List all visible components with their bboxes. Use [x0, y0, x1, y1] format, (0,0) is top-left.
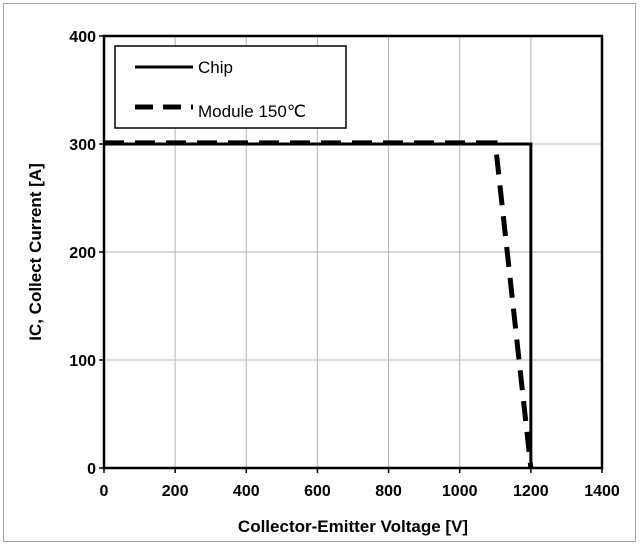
y-tick-label: 100	[69, 353, 96, 370]
legend-chip-label: Chip	[198, 58, 233, 77]
x-tick-label: 1400	[584, 483, 620, 500]
x-tick-label: 600	[304, 483, 331, 500]
tick-labels: 0 200 400 600 800 1000 1200 1400 0 100 200 300 400	[69, 29, 620, 500]
y-axis-title: IC, Collect Current [A]	[26, 163, 45, 341]
legend: Chip Module 150℃	[114, 45, 347, 129]
legend-module-label: Module 150℃	[198, 102, 306, 121]
x-tick-label: 1000	[442, 483, 478, 500]
y-tick-label: 400	[69, 29, 96, 46]
x-tick-label: 0	[100, 483, 109, 500]
x-tick-label: 1200	[513, 483, 549, 500]
x-tick-label: 400	[233, 483, 260, 500]
series-line-module	[104, 140, 534, 469]
legend-box	[114, 45, 347, 129]
y-tick-label: 200	[69, 245, 96, 262]
y-tick-label: 300	[69, 137, 96, 154]
x-tick-label: 800	[375, 483, 402, 500]
y-tick-label: 0	[87, 461, 96, 478]
series-group	[104, 140, 534, 469]
x-tick-label: 200	[162, 483, 189, 500]
x-axis-title: Collector-Emitter Voltage [V]	[238, 517, 468, 536]
